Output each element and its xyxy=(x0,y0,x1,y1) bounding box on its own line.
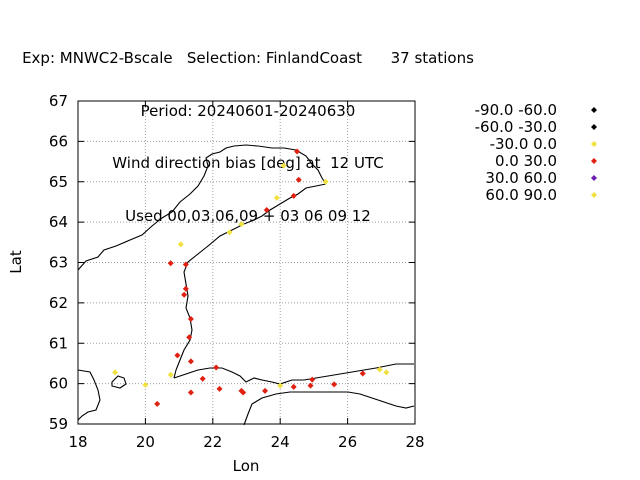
station-point xyxy=(383,369,390,376)
data-points xyxy=(112,148,390,407)
legend-marker xyxy=(591,158,597,164)
station-point xyxy=(186,334,193,341)
station-point xyxy=(295,176,302,183)
station-point xyxy=(142,381,149,388)
coastline-sweden-south xyxy=(77,369,101,421)
station-point xyxy=(309,376,316,383)
station-point xyxy=(238,221,245,228)
y-tick-label: 67 xyxy=(49,92,68,110)
legend-marker xyxy=(591,175,597,181)
legend-label: 60.0 90.0 xyxy=(485,186,557,204)
station-point xyxy=(182,261,189,268)
title-line-1: Exp: MNWC2-Bscale Selection: FinlandCoas… xyxy=(22,49,474,67)
y-axis: 59 60 61 62 63 64 65 66 67 xyxy=(49,92,415,433)
y-tick-label: 63 xyxy=(49,254,68,272)
coastline-finland-west xyxy=(173,183,327,379)
legend: -90.0 -60.0-60.0 -30.0-30.0 0.00.0 30.03… xyxy=(475,101,597,204)
legend-label: -90.0 -60.0 xyxy=(475,101,557,119)
coastline-finland-south xyxy=(173,363,414,385)
station-point xyxy=(174,352,181,359)
y-tick-label: 62 xyxy=(49,294,68,312)
station-point xyxy=(240,389,247,396)
station-point xyxy=(199,375,206,382)
x-tick-label: 28 xyxy=(405,433,424,451)
title-line-3: Wind direction bias [deg] at 12 UTC xyxy=(112,154,384,172)
station-point xyxy=(182,285,189,292)
y-tick-label: 60 xyxy=(49,375,68,393)
station-point xyxy=(290,383,297,390)
station-point xyxy=(112,369,119,376)
station-point xyxy=(167,371,174,378)
station-point xyxy=(294,148,301,155)
station-point xyxy=(280,162,287,169)
x-tick-label: 18 xyxy=(68,433,87,451)
station-point xyxy=(187,358,194,365)
legend-label: -60.0 -30.0 xyxy=(475,118,557,136)
station-point xyxy=(177,241,184,248)
x-tick-label: 26 xyxy=(338,433,357,451)
coastline-estonia xyxy=(243,391,415,426)
station-point xyxy=(187,389,194,396)
legend-label: 0.0 30.0 xyxy=(495,152,557,170)
station-point xyxy=(167,260,174,267)
legend-marker xyxy=(591,107,597,113)
station-point xyxy=(216,385,223,392)
legend-label: 30.0 60.0 xyxy=(485,169,557,187)
y-tick-label: 64 xyxy=(49,213,68,231)
coastline-aland xyxy=(111,375,127,389)
legend-label: -30.0 0.0 xyxy=(490,135,557,153)
station-point xyxy=(359,370,366,377)
station-point xyxy=(290,192,297,199)
chart-title: Exp: MNWC2-Bscale Selection: FinlandCoas… xyxy=(0,15,496,243)
legend-marker xyxy=(591,141,597,147)
station-point xyxy=(322,178,329,185)
station-point xyxy=(226,229,233,236)
grid-layer xyxy=(78,101,415,424)
x-tick-label: 24 xyxy=(271,433,290,451)
station-point xyxy=(154,400,161,407)
y-tick-label: 65 xyxy=(49,173,68,191)
title-line-2: Period: 20240601-20240630 xyxy=(140,101,356,120)
y-tick-label: 66 xyxy=(49,132,68,150)
x-tick-label: 20 xyxy=(136,433,155,451)
station-point xyxy=(277,382,284,389)
station-point xyxy=(376,366,383,373)
x-axis-label: Lon xyxy=(233,457,260,475)
legend-marker xyxy=(591,192,597,198)
station-point xyxy=(307,382,314,389)
station-point xyxy=(181,291,188,298)
x-tick-label: 22 xyxy=(203,433,222,451)
station-point xyxy=(213,364,220,371)
station-point xyxy=(273,194,280,201)
coastline xyxy=(77,144,415,426)
station-point xyxy=(263,207,270,214)
y-axis-label: Lat xyxy=(7,250,25,274)
station-point xyxy=(331,381,338,388)
station-point xyxy=(187,316,194,323)
x-axis: 18 20 22 24 26 28 xyxy=(68,101,425,451)
y-tick-label: 59 xyxy=(49,415,68,433)
y-tick-label: 61 xyxy=(49,334,68,352)
station-point xyxy=(262,387,269,394)
legend-marker xyxy=(591,124,597,130)
